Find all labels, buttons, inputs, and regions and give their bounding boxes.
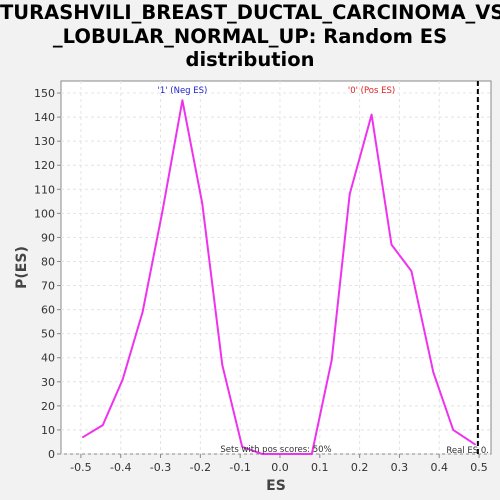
plot-area	[60, 80, 492, 455]
x-tick-label: -0.3	[150, 461, 171, 474]
x-tick-label: -0.1	[229, 461, 250, 474]
y-tick-label: 20	[41, 400, 55, 413]
y-axis-title: P(ES)	[14, 246, 30, 289]
x-tick-label: -0.2	[190, 461, 211, 474]
data-point	[101, 424, 104, 427]
chart-title-line-1: TURASHVILI_BREAST_DUCTAL_CARCINOMA_VS	[0, 1, 500, 24]
y-tick-label: 30	[41, 376, 55, 389]
x-axis: -0.5 -0.4 -0.3 -0.2 -0.1 0.0 0.1 0.2 0.3 0.4 0.5	[70, 454, 488, 474]
chart-title-line-2: _LOBULAR_NORMAL_UP: Random ES	[52, 24, 448, 48]
y-tick-label: 10	[41, 424, 55, 437]
y-tick-label: 100	[34, 207, 55, 220]
y-tick-label: 130	[34, 135, 55, 148]
chart-title-line-3: distribution	[185, 48, 315, 71]
data-point	[161, 210, 164, 212]
data-point	[281, 453, 283, 455]
data-point	[348, 193, 351, 196]
data-point	[452, 429, 455, 431]
data-point	[390, 243, 393, 246]
y-axis: 0 10 20 30 40 50 60 70 80 90 100 110 120 130 140 150	[34, 87, 61, 461]
data-point	[141, 311, 144, 313]
data-point	[474, 443, 476, 446]
data-point	[81, 436, 84, 439]
data-point	[241, 445, 244, 448]
data-point	[181, 99, 184, 102]
data-point	[410, 270, 413, 273]
data-point	[330, 359, 333, 362]
y-tick-label: 90	[41, 231, 55, 244]
grid-lines	[61, 81, 491, 455]
x-tick-label: -0.5	[70, 461, 91, 474]
x-tick-label: 0.2	[351, 461, 369, 474]
x-axis-title: ES	[266, 478, 286, 494]
x-tick-label: 0.3	[391, 461, 409, 474]
data-point	[300, 453, 303, 455]
data-point	[370, 113, 373, 116]
chart-title: TURASHVILI_BREAST_DUCTAL_CARCINOMA_VS _L…	[0, 1, 500, 72]
y-tick-label: 40	[41, 352, 55, 365]
x-tick-label: 0.0	[271, 461, 289, 474]
real-es-label: Real ES 0.	[446, 446, 489, 456]
data-point	[121, 378, 124, 381]
data-point	[310, 453, 313, 455]
y-tick-label: 80	[41, 255, 55, 268]
data-point	[201, 202, 204, 205]
y-tick-label: 60	[41, 304, 55, 317]
y-tick-label: 120	[34, 159, 55, 172]
series-group	[81, 99, 476, 455]
data-point	[432, 371, 435, 374]
y-tick-label: 140	[34, 111, 55, 124]
x-tick-label: 0.5	[470, 461, 488, 474]
x-tick-label: -0.4	[110, 461, 131, 474]
y-tick-label: 110	[34, 183, 55, 196]
y-tick-label: 0	[48, 448, 55, 461]
y-tick-label: 70	[41, 280, 55, 293]
data-point	[221, 364, 224, 366]
pos-scores-annotation: Sets with pos scores: 50%	[220, 445, 331, 455]
neg-es-label: '1' (Neg ES)	[157, 86, 207, 96]
y-tick-label: 50	[41, 328, 55, 341]
x-tick-label: 0.4	[430, 461, 448, 474]
pos-es-label: '0' (Pos ES)	[348, 86, 395, 96]
data-point	[261, 453, 263, 455]
y-tick-label: 150	[34, 87, 55, 100]
x-tick-label: 0.1	[311, 461, 329, 474]
